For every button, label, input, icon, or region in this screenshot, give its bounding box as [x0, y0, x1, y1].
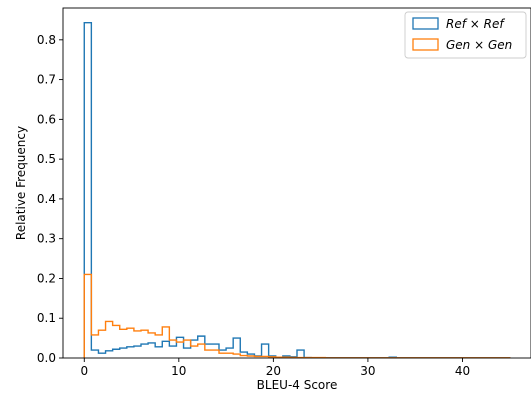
x-tick-label: 30 — [360, 364, 375, 378]
x-axis: 0 10 20 30 40 — [80, 358, 470, 378]
y-tick-label: 0.3 — [37, 232, 56, 246]
y-tick-label: 0.4 — [37, 192, 56, 206]
y-tick-label: 0.1 — [37, 311, 56, 325]
legend: Ref × Ref Gen × Gen — [404, 11, 527, 59]
legend-box — [404, 11, 527, 59]
y-tick-label: 0.8 — [37, 33, 56, 47]
x-tick-label: 40 — [455, 364, 470, 378]
x-tick-label: 0 — [80, 364, 88, 378]
y-axis-label: Relative Frequency — [14, 126, 28, 240]
y-tick-label: 0.5 — [37, 152, 56, 166]
y-tick-label: 0.2 — [37, 271, 56, 285]
y-tick-label: 0.7 — [37, 73, 56, 87]
plot-frame — [62, 7, 531, 359]
legend-label-ref: Ref × Ref — [446, 17, 505, 31]
legend-swatch-gen — [412, 38, 439, 51]
x-tick-label: 20 — [266, 364, 281, 378]
y-tick-label: 0.6 — [37, 112, 56, 126]
x-axis-label: BLEU-4 Score — [257, 378, 338, 392]
legend-label-gen: Gen × Gen — [446, 38, 512, 52]
y-tick-label: 0.0 — [37, 351, 56, 365]
series-layer — [83, 22, 511, 359]
series-0-step-line — [83, 22, 511, 359]
x-tick-label: 10 — [171, 364, 186, 378]
y-axis: 0.0 0.1 0.2 0.3 0.4 0.5 0.6 0.7 0.8 — [37, 33, 63, 365]
series-1-step-line — [83, 273, 511, 359]
legend-swatch-ref — [412, 17, 439, 30]
